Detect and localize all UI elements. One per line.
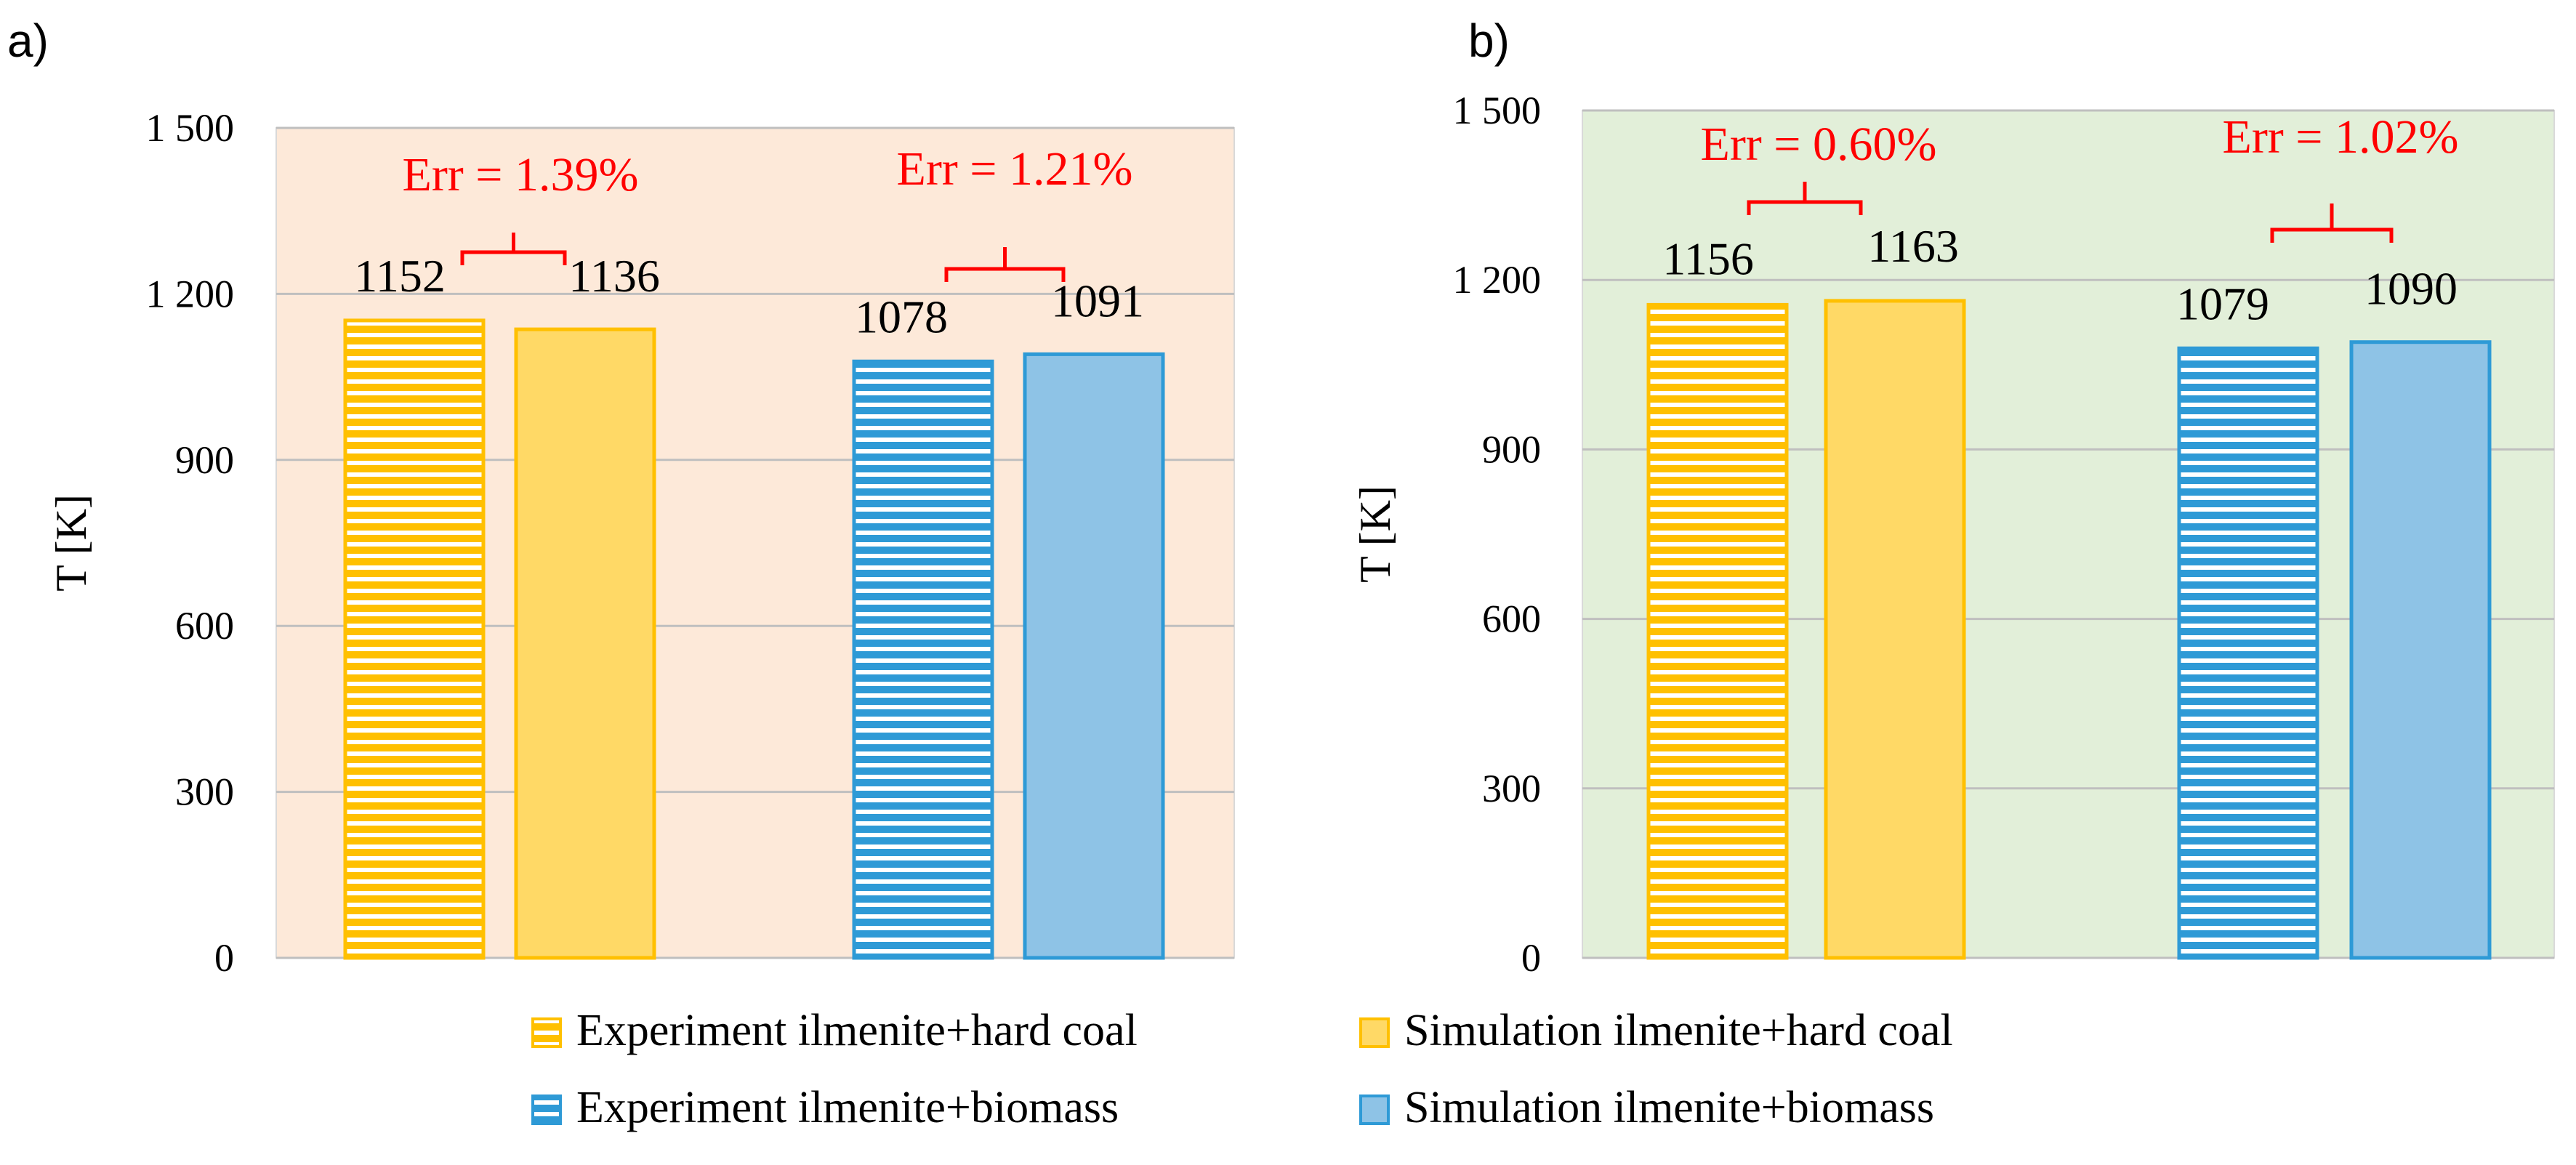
y-tick-label: 300: [1482, 767, 1541, 810]
y-tick-label: 600: [1482, 597, 1541, 641]
chart-panel-b: 0 300 600 900 1 200 1 500 T [K] b) 1156 1163 1079 1…: [1351, 15, 2555, 980]
y-tick-label: 600: [175, 604, 234, 648]
legend-label: Experiment ilmenite+hard coal: [576, 1006, 1138, 1055]
y-tick-label: 300: [175, 770, 234, 814]
legend-swatch: [531, 1095, 562, 1125]
y-tick-label: 1 500: [146, 106, 235, 150]
bar: [1824, 299, 1966, 960]
y-tick-label: 1 500: [1453, 89, 1542, 132]
error-annotation: Err = 0.60%: [1701, 118, 1937, 171]
error-bracket: [944, 247, 1066, 282]
y-tick-label: 900: [1482, 427, 1541, 471]
y-tick-label: 1 200: [146, 272, 235, 315]
legend: Experiment ilmenite+hard coal Simulation …: [531, 1006, 1953, 1132]
data-label: 1156: [1662, 233, 1754, 284]
data-label: 1152: [354, 250, 446, 302]
y-tick-label: 1 200: [1453, 258, 1542, 302]
data-label: 1163: [1867, 220, 1959, 272]
bar: [514, 327, 656, 960]
bar: [2177, 346, 2319, 960]
error-annotation: Err = 1.21%: [897, 142, 1133, 195]
panel-label: b): [1468, 15, 1510, 67]
bar: [1023, 352, 1165, 960]
data-label: 1090: [2364, 263, 2458, 315]
data-label: 1079: [2176, 278, 2269, 329]
legend-swatch: [1359, 1095, 1390, 1125]
y-axis-label: T [K]: [1351, 485, 1399, 583]
panel-label: a): [7, 15, 49, 67]
error-bracket: [2270, 203, 2394, 243]
legend-swatch: [531, 1017, 562, 1048]
error-annotation: Err = 1.02%: [2223, 110, 2459, 164]
data-label: 1078: [855, 291, 948, 342]
legend-swatch: [1359, 1017, 1390, 1048]
legend-label: Experiment ilmenite+biomass: [576, 1083, 1119, 1132]
bar: [1646, 302, 1789, 960]
error-annotation: Err = 1.39%: [403, 148, 639, 201]
legend-label: Simulation ilmenite+hard coal: [1404, 1006, 1953, 1055]
y-tick-label: 0: [1521, 936, 1541, 980]
data-label: 1136: [568, 250, 660, 302]
bar: [343, 318, 486, 960]
legend-label: Simulation ilmenite+biomass: [1404, 1083, 1934, 1132]
y-axis-label: T [K]: [47, 494, 95, 592]
y-tick-label: 900: [175, 438, 234, 482]
error-bracket: [460, 233, 567, 265]
y-tick-label: 0: [214, 936, 234, 980]
bar: [852, 359, 994, 960]
error-bracket: [1747, 182, 1863, 215]
bar: [2349, 340, 2492, 960]
chart-panel-a: 0 300 600 900 1 200 1 500 T [K] a) 1152 1136 1078 1…: [7, 15, 1235, 980]
data-label: 1091: [1051, 275, 1144, 326]
